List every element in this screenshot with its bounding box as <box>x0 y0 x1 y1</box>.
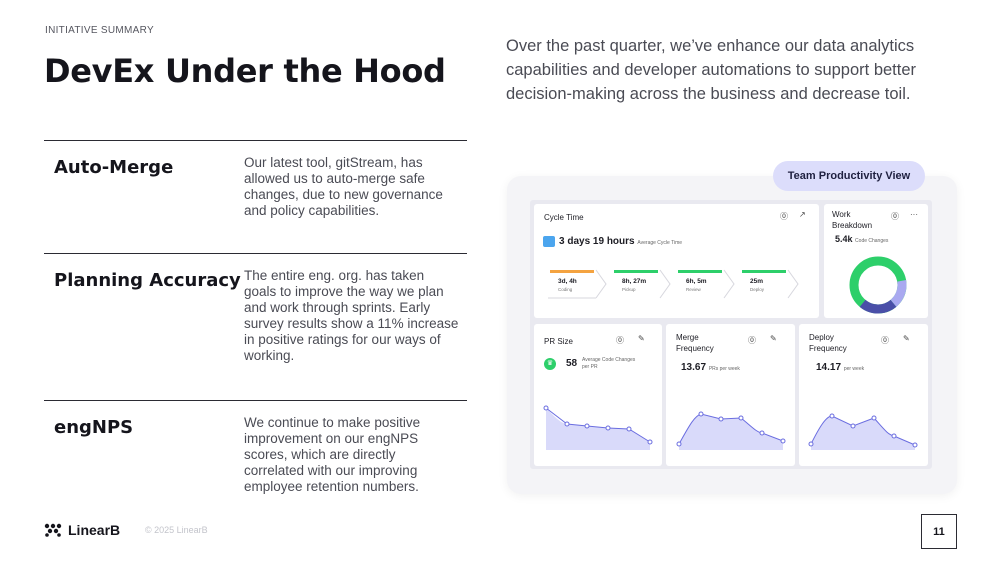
deploy-frequency-sparkline <box>808 413 918 450</box>
expand-arrow-icon: ↗ <box>799 210 806 219</box>
row-label: engNPS <box>54 417 134 438</box>
deploy-frequency-title: Deploy Frequency <box>809 333 847 353</box>
edit-icon: ✎ <box>770 334 777 343</box>
cycle-time-title: Cycle Time <box>544 213 584 222</box>
row-description: The entire eng. org. has taken goals to … <box>244 268 459 363</box>
work-breakdown-card: Work Breakdown ⓪ ··· 5.4k Code Changes <box>824 204 928 318</box>
brand-name: LinearB <box>68 522 121 538</box>
page-number: 11 <box>921 514 957 549</box>
cycle-time-value: 3 days 19 hours Average Cycle Time <box>559 236 683 247</box>
pr-size-title: PR Size <box>544 337 573 346</box>
help-icon: ⓪ <box>881 336 889 345</box>
clock-icon <box>543 236 555 247</box>
work-breakdown-value: 5.4k Code Changes <box>835 234 889 244</box>
edit-icon: ✎ <box>903 334 910 343</box>
stage-chevrons <box>548 269 799 299</box>
trophy-icon: ♛ <box>544 358 556 370</box>
stage-coding: 3d, 4h Coding <box>550 270 610 296</box>
help-icon: ⓪ <box>891 212 899 221</box>
help-icon: ⓪ <box>748 336 756 345</box>
stage-review: 6h, 5m Review <box>678 270 738 296</box>
merge-frequency-value: 13.67 PRs per week <box>681 362 740 373</box>
merge-frequency-title: Merge Frequency <box>676 333 714 353</box>
pr-size-sparkline <box>543 405 653 450</box>
pr-size-value: 58 <box>566 358 578 369</box>
help-icon: ⓪ <box>616 336 624 345</box>
pr-size-caption: Average Code Changes per PR <box>582 357 636 370</box>
stage-pickup: 8h, 27m Pickup <box>614 270 674 296</box>
row-label: Auto-Merge <box>54 157 174 178</box>
edit-icon: ✎ <box>638 334 645 343</box>
row-description: We continue to make positive improvement… <box>244 415 421 494</box>
eyebrow-label: INITIATIVE SUMMARY <box>45 25 154 36</box>
merge-frequency-sparkline <box>676 411 786 450</box>
row-description: Our latest tool, gitStream, has allowed … <box>244 155 443 218</box>
team-productivity-view-pill: Team Productivity View <box>773 161 925 191</box>
intro-paragraph: Over the past quarter, we’ve enhance our… <box>506 37 917 103</box>
linearb-logo: LinearB <box>44 522 120 538</box>
deploy-frequency-card: Deploy Frequency ⓪ ✎ 14.17 per week <box>799 324 928 466</box>
summary-row-auto-merge: Auto-Merge Our latest tool, gitStream, h… <box>44 140 467 253</box>
page-title: DevEx Under the Hood <box>44 52 446 90</box>
row-label: Planning Accuracy <box>54 270 241 291</box>
copyright-text: © 2025 LinearB <box>145 525 208 535</box>
more-icon: ··· <box>910 210 918 219</box>
work-breakdown-title: Work Breakdown <box>832 210 873 230</box>
linearb-mark-icon <box>44 523 62 537</box>
merge-frequency-card: Merge Frequency ⓪ ✎ 13.67 PRs per week <box>666 324 795 466</box>
pr-size-card: PR Size ⓪ ✎ ♛ 58 Average Code Changes per… <box>534 324 662 466</box>
cycle-time-card: Cycle Time ⓪ ↗ 3 days 19 hours Average C… <box>534 204 819 318</box>
summary-row-planning-accuracy: Planning Accuracy The entire eng. org. h… <box>44 253 467 400</box>
deploy-frequency-value: 14.17 per week <box>816 362 865 373</box>
stage-deploy: 25m Deploy <box>742 270 802 296</box>
summary-row-engnps: engNPS We continue to make positive impr… <box>44 400 467 505</box>
help-icon: ⓪ <box>780 212 788 221</box>
donut-chart <box>849 256 907 314</box>
